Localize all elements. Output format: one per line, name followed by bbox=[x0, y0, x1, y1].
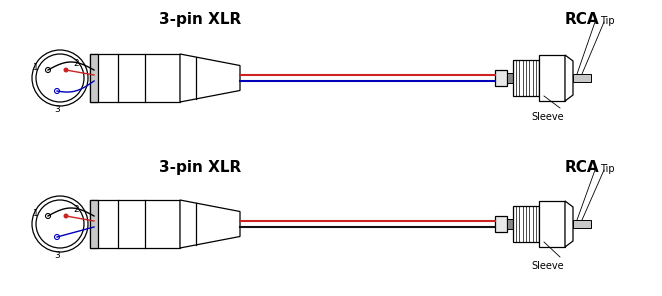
Text: 1: 1 bbox=[33, 64, 39, 73]
Bar bbox=[90, 200, 98, 248]
Polygon shape bbox=[180, 54, 240, 102]
Bar bbox=[539, 55, 565, 101]
Polygon shape bbox=[180, 200, 240, 248]
Text: Tip: Tip bbox=[600, 16, 614, 26]
Text: 3: 3 bbox=[54, 251, 60, 260]
Polygon shape bbox=[565, 201, 573, 247]
Bar bbox=[513, 60, 539, 96]
Text: Tip: Tip bbox=[600, 164, 614, 174]
Text: 2: 2 bbox=[73, 59, 79, 67]
Text: 2: 2 bbox=[73, 205, 79, 213]
Bar bbox=[573, 220, 591, 228]
Text: 3-pin XLR: 3-pin XLR bbox=[159, 12, 241, 27]
Bar bbox=[539, 201, 565, 247]
Circle shape bbox=[64, 213, 68, 218]
Circle shape bbox=[64, 67, 68, 73]
Text: Sleeve: Sleeve bbox=[532, 261, 564, 271]
Text: Sleeve: Sleeve bbox=[532, 112, 564, 122]
Text: 1: 1 bbox=[33, 210, 39, 218]
Bar bbox=[513, 206, 539, 242]
Bar bbox=[90, 54, 180, 102]
Text: 3-pin XLR: 3-pin XLR bbox=[159, 160, 241, 175]
Bar bbox=[495, 70, 507, 86]
Text: RCA: RCA bbox=[565, 160, 600, 175]
Text: 3: 3 bbox=[54, 105, 60, 114]
Bar bbox=[507, 73, 513, 83]
Bar bbox=[573, 74, 591, 82]
Bar bbox=[507, 219, 513, 229]
Bar bbox=[90, 54, 98, 102]
Bar bbox=[495, 216, 507, 232]
Polygon shape bbox=[565, 55, 573, 101]
Bar bbox=[90, 200, 180, 248]
Text: RCA: RCA bbox=[565, 12, 600, 27]
